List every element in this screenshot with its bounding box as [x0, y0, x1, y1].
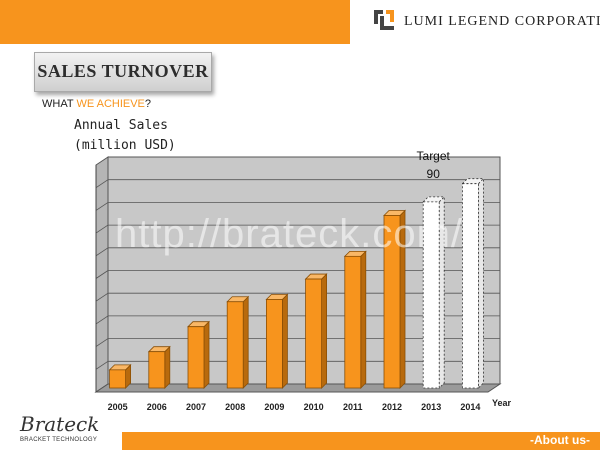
x-tick-label: 2013 [421, 402, 441, 412]
bar-front [461, 183, 479, 389]
target-annotation-value: 90 [427, 167, 441, 181]
footer-band: -About us- [122, 432, 600, 450]
sales-bar [108, 363, 132, 389]
bar-front [187, 326, 205, 389]
x-tick-label: 2005 [108, 402, 128, 412]
bar-side [164, 345, 171, 389]
bar-side [321, 273, 328, 389]
x-tick-label: 2010 [304, 402, 324, 412]
y-axis-label-line-1: Annual Sales [74, 118, 168, 133]
about-us-link[interactable]: -About us- [530, 433, 590, 447]
x-tick-label: 2008 [225, 402, 245, 412]
sales-bar [226, 295, 250, 389]
gridline-side [95, 315, 109, 325]
subtitle-suffix: ? [144, 98, 152, 110]
bar-top [461, 178, 485, 185]
target-bar [461, 177, 485, 389]
y-axis-label-line-2: (million USD) [74, 138, 176, 153]
bar-side [242, 295, 249, 389]
bar-front [344, 255, 362, 389]
x-tick-label: 2006 [147, 402, 167, 412]
sales-bar [343, 250, 367, 389]
gridline-side [95, 179, 109, 189]
bar-front [265, 299, 283, 389]
bar-front [383, 215, 401, 389]
gridline-side [95, 224, 109, 234]
bar-front [148, 351, 166, 389]
bar-front [422, 201, 440, 389]
bar-front [226, 301, 244, 389]
sales-bar [304, 273, 328, 389]
bar-front [109, 369, 126, 389]
gridline-side [95, 270, 109, 279]
gridline-side [95, 247, 109, 257]
x-tick-label: 2012 [382, 402, 402, 412]
bar-side [477, 177, 484, 389]
gridline-side [95, 360, 109, 370]
sales-bar [187, 320, 210, 389]
sales-bar-chart: 2005 2006 2007 2008 2009 2010 2011 2012 2013 2014… [94, 149, 512, 412]
sales-bar [383, 209, 406, 389]
brateck-tagline: BRACKET TECHNOLOGY [20, 437, 98, 443]
gridline-side [95, 292, 109, 302]
subtitle-highlight: WE ACHIEVE [76, 98, 145, 110]
company-name: LUMI LEGEND CORPORATION [404, 14, 600, 29]
lumi-logo-icon [374, 10, 394, 30]
target-annotation-label: Target [417, 149, 451, 163]
x-tick-label: 2007 [186, 402, 206, 412]
page-title: SALES TURNOVER [37, 61, 209, 81]
bar-side [281, 293, 288, 389]
x-tick-label: 2009 [264, 402, 284, 412]
x-axis-label: Year [492, 398, 512, 408]
section-title-box: SALES TURNOVER [34, 52, 212, 92]
brateck-logo: Brateck [20, 412, 100, 436]
gridline-side [95, 338, 109, 347]
watermark-text: http://brateck.com/ [115, 212, 464, 256]
bar-side [360, 250, 367, 389]
bar-side [203, 320, 210, 389]
x-tick-label: 2014 [460, 402, 480, 412]
bar-front [305, 278, 323, 389]
sales-bar [265, 293, 289, 389]
target-bar [422, 195, 446, 389]
subtitle-prefix: WHAT [42, 98, 77, 110]
gridline-side [95, 202, 109, 211]
y-axis-label: Annual Sales (million USD) [74, 116, 176, 156]
x-tick-label: 2011 [343, 402, 363, 412]
bar-top [422, 196, 446, 203]
section-subtitle: WHAT WE ACHIEVE? [42, 98, 151, 110]
sales-bar [147, 345, 171, 389]
